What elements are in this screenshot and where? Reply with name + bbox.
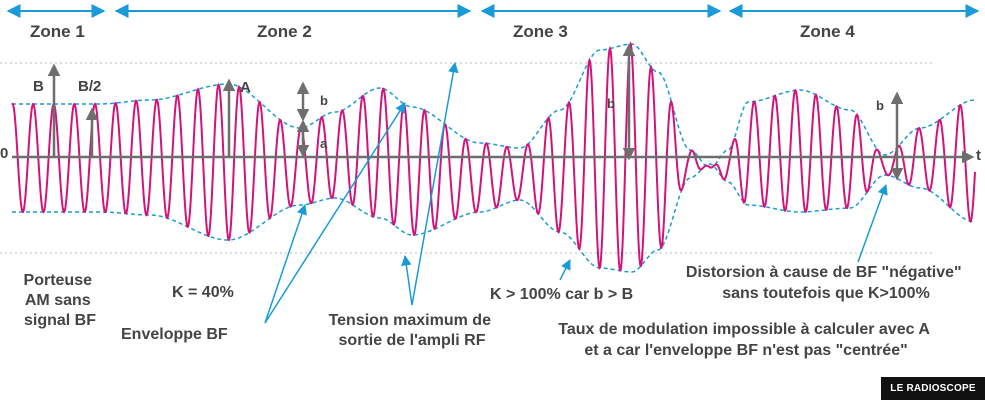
max-voltage-pointer-lower [401, 254, 413, 306]
envelope-pointer-upper [264, 102, 406, 324]
origin-label: 0 [0, 145, 8, 162]
max-voltage-line-2: sortie de l'ampli RF [339, 332, 486, 349]
max-voltage-annotation: Tension maximum de sortie de l'ampli RF [329, 312, 496, 349]
impossible-annotation: Taux de modulation impossible à calculer… [558, 321, 934, 359]
zone-2-label: Zone 2 [257, 22, 312, 41]
k100-annotation: K > 100% car b > B [490, 286, 633, 303]
carrier-annotation: Porteuse AM sans signal BF [24, 272, 97, 329]
carrier-line-3: signal BF [24, 312, 96, 329]
envelope-upper [12, 43, 975, 169]
distortion-line-1: Distorsion à cause de BF "négative" [686, 264, 962, 281]
distortion-annotation: Distorsion à cause de BF "négative" sans… [686, 264, 966, 302]
label-A: A [240, 79, 251, 96]
label-a-zone2: a [320, 136, 328, 151]
label-B-half: B/2 [78, 78, 101, 95]
label-b-zone3: b [607, 96, 615, 111]
envelope-annotation: Enveloppe BF [121, 326, 228, 343]
label-B: B [33, 78, 44, 95]
k40-annotation: K = 40% [172, 284, 234, 301]
modulated-signal [11, 41, 976, 272]
impossible-line-2: et a car l'enveloppe BF n'est pas "centr… [584, 342, 907, 359]
time-label: t [976, 147, 981, 164]
label-b-zone2: b [320, 93, 328, 108]
zone-4-label: Zone 4 [800, 22, 855, 41]
carrier-line-2: AM sans [25, 292, 91, 309]
k100-pointer [559, 259, 571, 281]
envelope-lower [12, 163, 975, 273]
le-radioscope-logo: LE RADIOSCOPE [881, 377, 985, 400]
max-voltage-line-1: Tension maximum de [329, 312, 492, 329]
max-voltage-pointer-upper [411, 61, 459, 306]
impossible-line-1: Taux de modulation impossible à calculer… [558, 321, 930, 338]
distortion-line-2: sans toutefois que K>100% [722, 285, 930, 302]
distortion-pointer [857, 184, 888, 263]
label-b-zone4: b [876, 98, 884, 113]
zone-3-label: Zone 3 [513, 22, 568, 41]
carrier-line-1: Porteuse [24, 272, 93, 289]
envelope-pointer-lower [264, 204, 307, 324]
zone-1-label: Zone 1 [30, 22, 85, 41]
